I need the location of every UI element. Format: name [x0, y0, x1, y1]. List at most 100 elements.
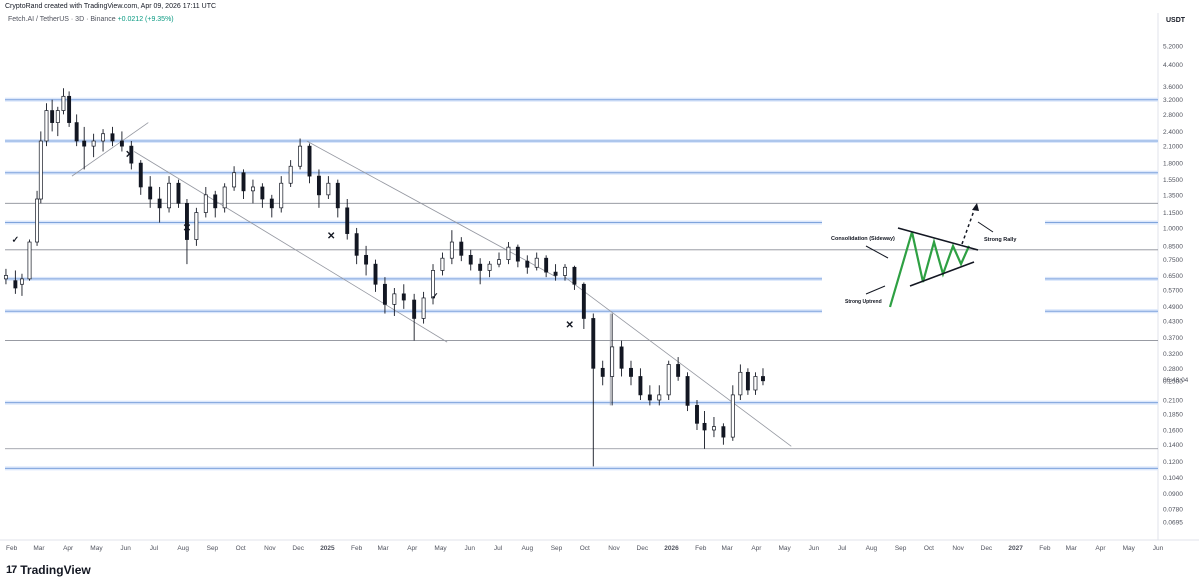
time-tick-label: Sep [551, 545, 563, 552]
candle-down [241, 172, 246, 192]
trendline [71, 122, 149, 177]
symbol-legend: Fetch.AI / TetherUS · 3D · Binance +0.02… [8, 16, 174, 23]
triangle-lower-line [909, 261, 975, 287]
candle-up [20, 278, 24, 285]
candle-up [610, 346, 615, 377]
candle-up [392, 293, 397, 305]
price-tick-label: 0.6500 [1163, 273, 1183, 280]
price-tick-label: 1.0000 [1163, 225, 1183, 232]
time-tick-label: Sep [895, 545, 907, 552]
price-tick-label: 1.5500 [1163, 177, 1183, 184]
price-tick-label: 2.4000 [1163, 129, 1183, 136]
time-tick-label: Feb [6, 545, 18, 552]
candle-down [67, 95, 72, 123]
candle-down [345, 207, 350, 234]
time-tick-label: Oct [580, 545, 590, 552]
candle-down [544, 257, 549, 273]
candle-down [600, 367, 605, 377]
tradingview-logo[interactable]: 17 TradingView [6, 563, 91, 577]
price-tick-label: 2.1000 [1163, 144, 1183, 151]
time-tick-label: 2027 [1008, 545, 1023, 552]
price-tick-label: 0.4900 [1163, 304, 1183, 311]
rally-pointer [977, 221, 994, 233]
price-tick-label: 5.2000 [1163, 44, 1183, 51]
candle-up [449, 241, 454, 259]
consolidation-pointer [865, 245, 889, 259]
candle-up [288, 165, 293, 184]
triangle-upper-line [897, 227, 979, 251]
time-tick-label: Feb [695, 545, 707, 552]
candle-down [695, 405, 699, 424]
cross-marker-icon: ✕ [327, 231, 335, 242]
time-tick-label: May [1123, 545, 1136, 552]
cross-marker-icon: ✕ [566, 320, 574, 331]
candle-down [13, 280, 18, 289]
candle-down [260, 186, 265, 200]
price-tick-label: 0.3200 [1163, 351, 1183, 358]
candle-up [167, 182, 171, 209]
candle-up [563, 266, 567, 276]
price-tick-label: 4.4000 [1163, 62, 1183, 69]
candle-down [185, 202, 189, 240]
price-tick-label: 1.8000 [1163, 161, 1183, 168]
candle-down [157, 198, 162, 209]
time-tick-label: Sep [207, 545, 219, 552]
time-tick-label: Feb [1039, 545, 1051, 552]
currency-label: USDT [1166, 17, 1186, 24]
price-tick-label: 2.8000 [1163, 112, 1183, 119]
price-tick-label: 0.0900 [1163, 491, 1183, 498]
trendline [306, 140, 557, 278]
price-tick-label: 0.4300 [1163, 318, 1183, 325]
time-tick-label: Nov [608, 545, 620, 552]
candle-up [194, 212, 199, 240]
candle-down [721, 426, 726, 438]
candle-up [298, 145, 303, 167]
price-tick-label: 0.2800 [1163, 366, 1183, 373]
time-tick-label: Feb [351, 545, 363, 552]
candle-up [44, 110, 49, 142]
price-tick-label: 0.1850 [1163, 411, 1183, 418]
candle-down [761, 376, 765, 382]
candle-down [307, 145, 312, 177]
time-tick-label: Oct [236, 545, 246, 552]
price-tick-label: 1.3500 [1163, 192, 1183, 199]
price-tick-label: 0.5700 [1163, 287, 1183, 294]
check-marker-icon: ✓ [12, 235, 20, 245]
candle-down [176, 182, 181, 204]
candle-down [745, 371, 750, 391]
consolidation-label: Consolidation (Sideway) [831, 236, 895, 242]
candle-up [279, 182, 284, 209]
candle-up [497, 259, 501, 265]
candle-down [269, 198, 274, 209]
price-tick-label: 1.1500 [1163, 210, 1183, 217]
time-tick-label: Jun [120, 545, 131, 552]
candle-down [676, 364, 681, 377]
candle-down [685, 376, 690, 406]
tradingview-brand: TradingView [20, 563, 91, 577]
candle-up [35, 198, 40, 243]
tradingview-mark-icon: 17 [6, 564, 17, 576]
candle-down [354, 233, 359, 256]
time-tick-label: Apr [1095, 545, 1106, 552]
candle-up [232, 172, 237, 188]
time-tick-label: May [434, 545, 447, 552]
candle-up [222, 186, 227, 209]
chart-credit: CryptoRand created with TradingView.com,… [5, 3, 217, 10]
price-change: +0.0212 (+9.35%) [117, 16, 174, 23]
cross-marker-icon: ✕ [125, 149, 133, 160]
price-tick-label: 0.1200 [1163, 459, 1183, 466]
candle-down [213, 194, 218, 209]
candle-up [61, 95, 66, 111]
candle-up [55, 110, 60, 123]
candle-down [364, 254, 369, 265]
price-tick-label: 3.2000 [1163, 97, 1183, 104]
time-tick-label: Mar [1066, 545, 1078, 552]
candle-up [3, 275, 8, 280]
cross-marker-icon: ✕ [183, 223, 191, 234]
price-tick-label: 0.1400 [1163, 442, 1183, 449]
price-tick-label: 3.6000 [1163, 84, 1183, 91]
time-tick-label: May [90, 545, 103, 552]
breakout-arrow [961, 204, 977, 245]
time-tick-label: Nov [952, 545, 964, 552]
